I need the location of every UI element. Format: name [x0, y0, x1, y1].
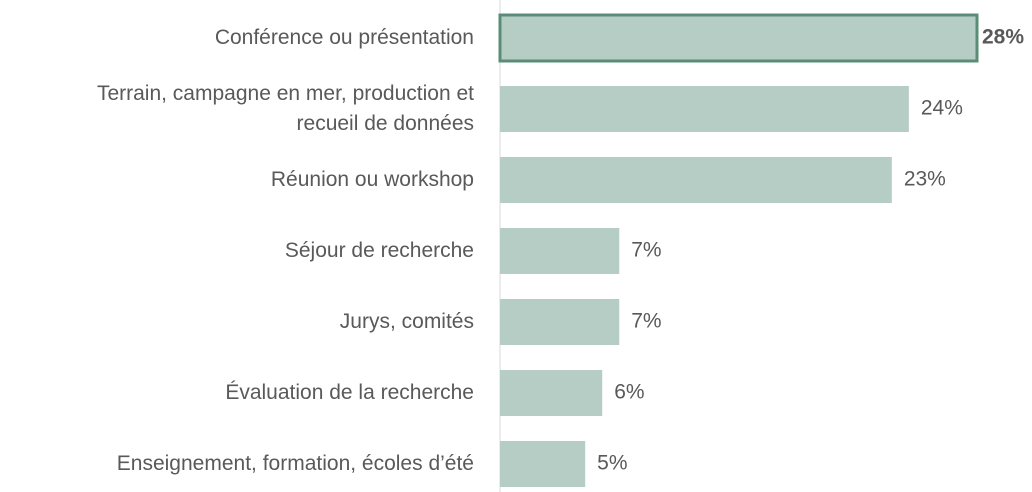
value-label: 5%	[597, 452, 627, 475]
value-label: 7%	[631, 310, 661, 333]
category-label: Conférence ou présentation	[214, 26, 474, 49]
bar	[500, 157, 892, 203]
category-label: Séjour de recherche	[284, 239, 474, 262]
category-label: Jurys, comités	[339, 310, 474, 333]
value-label: 28%	[982, 26, 1024, 49]
bar	[500, 441, 586, 487]
bar	[500, 86, 909, 132]
value-label: 7%	[631, 239, 661, 262]
category-label: Évaluation de la recherche	[225, 381, 474, 404]
value-label: 24%	[921, 97, 963, 120]
bar	[500, 299, 620, 345]
category-label: Terrain, campagne en mer, production et …	[96, 82, 474, 135]
category-label: Réunion ou workshop	[270, 168, 474, 191]
value-label: 6%	[614, 381, 644, 404]
value-label: 23%	[904, 168, 946, 191]
bar	[498, 13, 979, 63]
bar	[500, 228, 620, 274]
category-label: Enseignement, formation, écoles d’été	[116, 452, 474, 475]
bar	[500, 370, 603, 416]
